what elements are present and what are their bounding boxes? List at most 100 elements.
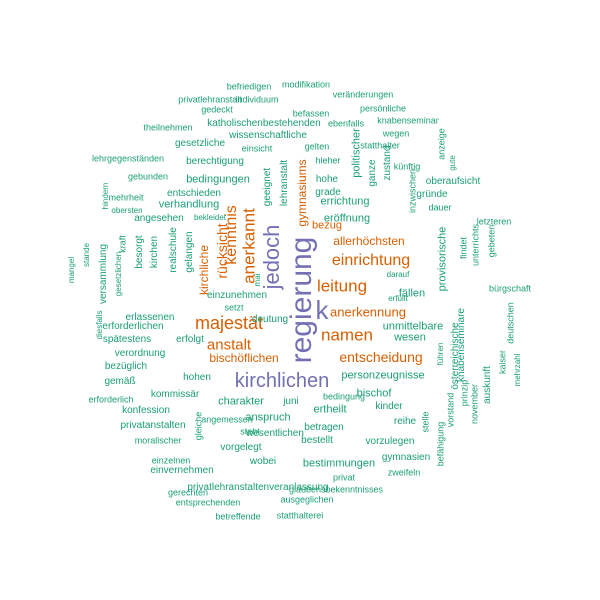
word-rücksicht: rücksicht	[214, 223, 230, 279]
word-allerhöchsten: allerhöchsten	[333, 234, 405, 248]
word-privatlehranstaltenveranlassung: privatlehranstaltenveranlassung	[187, 482, 329, 493]
word-bischöflichen: bischöflichen	[209, 351, 279, 365]
word-betreffende: betreffende	[215, 511, 261, 522]
word-führen: führen	[436, 342, 445, 366]
word-statthalterei: statthalterei	[276, 510, 324, 521]
word-hieher: hieher	[315, 155, 341, 166]
word-unterrichts: unterrichts	[470, 223, 481, 267]
word-ertheilt: ertheilt	[313, 403, 347, 416]
word-erfolgt: erfolgt	[176, 334, 204, 345]
word-deutschen: deutschen	[505, 302, 516, 344]
word-gesetzlichen: gesetzlichen	[114, 251, 123, 297]
word-k: k	[315, 295, 329, 325]
word-einvernehmen: einvernehmen	[150, 465, 214, 476]
word-bezug: bezug	[312, 219, 342, 232]
word-realschule: realschule	[168, 227, 179, 273]
word-kirchen: kirchen	[149, 235, 160, 269]
word-vorgelegt: vorgelegt	[220, 442, 262, 453]
word-bezüglich: bezüglich	[104, 361, 148, 372]
word-kommissär: kommissär	[150, 389, 200, 400]
word-anstalt: anstalt	[206, 336, 252, 354]
word-kirchlichen: kirchlichen	[234, 370, 330, 392]
word-spätestens: spätestens	[102, 334, 152, 345]
word-zweifeln: zweifeln	[387, 467, 421, 478]
word-letzteren: letzteren	[476, 216, 512, 227]
word-besorgt: besorgt	[134, 235, 145, 269]
word-anzeige: anzeige	[436, 128, 447, 160]
word-einsicht: einsicht	[241, 143, 273, 154]
word-gemäß: gemäß	[104, 376, 136, 387]
word-privatanstalten: privatanstalten	[120, 420, 186, 431]
word-provisorische: provisorische	[436, 226, 449, 292]
word-wobei: wobei	[249, 456, 277, 467]
word-mangel: mangel	[67, 256, 76, 284]
word-erfüllt: erfüllt	[388, 294, 408, 303]
word-gymnasien: gymnasien	[381, 452, 431, 463]
word-gute: gute	[448, 155, 457, 171]
word-mehrzahl: mehrzahl	[513, 353, 522, 387]
word-gymnasiums: gymnasiums	[295, 159, 309, 227]
word-lehrgegenständen: lehrgegenständen	[91, 153, 165, 164]
word-auskunft: auskunft	[482, 366, 493, 404]
word-künftig: künftig	[393, 161, 421, 172]
word-entscheidung: entscheidung	[339, 349, 423, 365]
word-bürgschaft: bürgschaft	[488, 283, 532, 294]
word-entsprechenden: entsprechenden	[175, 497, 241, 508]
word-einrichtung: einrichtung	[331, 252, 411, 269]
word-befassen: befassen	[292, 108, 330, 119]
word-november: november	[469, 383, 480, 425]
word-setzt: setzt	[224, 302, 244, 313]
word-persönliche: persönliche	[359, 103, 407, 114]
word-darauf: darauf	[386, 270, 410, 279]
word-hohen: hohen	[183, 372, 211, 383]
word-charakter: charakter	[218, 395, 264, 408]
word-jedoch: jedoch	[259, 224, 284, 290]
word-kirchliche: kirchliche	[197, 244, 211, 296]
word-ebenfalls: ebenfalls	[327, 118, 365, 129]
word-kraft: kraft	[117, 235, 128, 253]
word-ausgeglichen: ausgeglichen	[280, 494, 334, 505]
word-gleiche: gleiche	[193, 411, 204, 441]
word-privat: privat	[332, 472, 356, 483]
word-wegen: wegen	[382, 128, 410, 139]
word-stande: stande	[82, 242, 91, 268]
word-anspruch: anspruch	[245, 411, 291, 424]
word-vorzulegen: vorzulegen	[365, 436, 415, 447]
word-modifikation: modifikation	[281, 79, 331, 90]
word-bestimmungen: bestimmungen	[302, 457, 376, 470]
word-findet: findet	[458, 236, 469, 260]
word-grade: grade	[315, 187, 341, 198]
word-erlassenen: erlassenen	[125, 312, 175, 323]
word-mehrheit: mehrheit	[108, 192, 144, 203]
word-glaubensbekenntnisses: glaubensbekenntnisses	[288, 484, 384, 495]
word-moralischer: moralischer	[134, 435, 182, 446]
word-prinzip: prinzip	[459, 379, 470, 407]
word-veränderungen: veränderungen	[332, 89, 394, 100]
word-bedingung: bedingung	[322, 391, 366, 402]
word-berechtigung: berechtigung	[186, 156, 244, 167]
word-statthalter: statthalter	[360, 140, 400, 151]
word-bischof: bischof	[356, 387, 392, 400]
word-hohe: hohe	[315, 174, 339, 185]
word-knabenseminar: knabenseminar	[377, 115, 439, 126]
word-obersten: obersten	[111, 206, 143, 215]
word-inzwischen: inzwischen	[407, 168, 418, 214]
word-eröffnung: eröffnung	[323, 212, 371, 225]
word-kinder: kinder	[375, 401, 403, 412]
word-geeignet: geeignet	[262, 167, 273, 207]
word-katholischenbestehenden: katholischenbestehenden	[207, 118, 321, 129]
word-unmittelbare: unmittelbare	[382, 320, 444, 333]
word-dauer: dauer	[428, 202, 452, 213]
word-befähigung: befähigung	[435, 421, 446, 467]
word-gerechten: gerechten	[167, 487, 209, 498]
word-personzeugnisse: personzeugnisse	[341, 369, 425, 382]
word-errichtung: errichtung	[320, 195, 370, 208]
word-stelle: stelle	[420, 411, 431, 433]
word-angemessen: angemessen	[201, 414, 253, 425]
word-juni: juni	[283, 396, 299, 407]
word-gründe: gründe	[416, 189, 448, 200]
word-wesen: wesen	[394, 331, 426, 344]
word-einzunehmen: einzunehmen	[206, 290, 268, 301]
word-deutung: deutung	[251, 314, 289, 325]
word-steht: steht	[240, 426, 260, 437]
